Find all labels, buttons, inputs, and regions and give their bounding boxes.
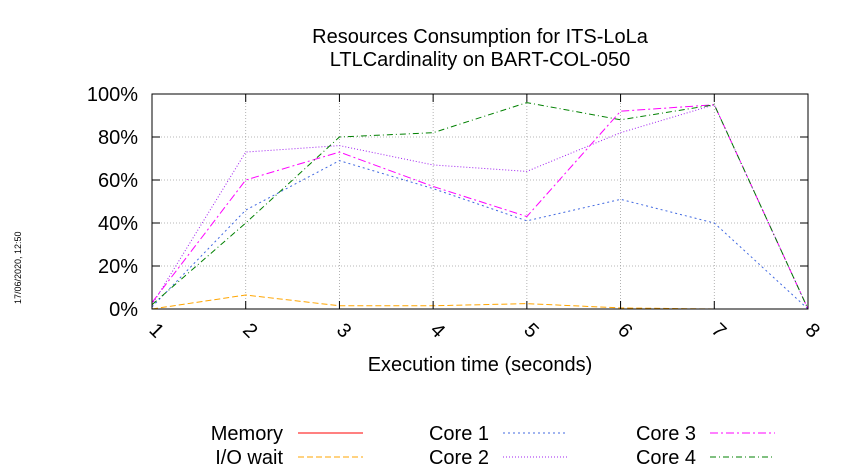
- legend-label: Core 1: [429, 423, 489, 445]
- x-tick-label: 2: [238, 319, 261, 342]
- y-tick-label: 0%: [109, 299, 138, 321]
- legend-label: Core 2: [429, 447, 489, 469]
- y-tick-label: 60%: [98, 170, 138, 192]
- series-line-i-o-wait: [151, 294, 808, 310]
- x-axis-label: Execution time (seconds): [368, 354, 593, 376]
- y-tick-label: 40%: [98, 213, 138, 235]
- legend-label: Core 4: [636, 447, 696, 469]
- y-tick-label: 20%: [98, 256, 138, 278]
- chart-subtitle: LTLCardinality on BART-COL-050: [330, 49, 631, 71]
- x-tick-label: 1: [145, 319, 168, 342]
- x-tick-label: 5: [519, 319, 542, 342]
- x-tick-label: 6: [613, 319, 636, 342]
- y-axis: 0% 20% 40% 60% 80% 100%: [87, 84, 808, 321]
- series-line-core-4: [151, 102, 809, 310]
- y-tick-label: 100%: [87, 84, 138, 106]
- x-axis: 1 2 3 4 5 6 7 8: [145, 94, 824, 342]
- legend-label: Memory: [211, 423, 283, 445]
- chart-title: Resources Consumption for ITS-LoLa: [312, 26, 649, 48]
- series-layer: [151, 102, 809, 310]
- x-tick-label: 3: [332, 319, 355, 342]
- y-tick-label: 80%: [98, 127, 138, 149]
- series-line-core-1: [151, 160, 809, 310]
- x-tick-label: 8: [801, 319, 824, 342]
- x-tick-label: 4: [426, 319, 449, 342]
- grid-lines: [152, 94, 808, 309]
- timestamp: 17/06/2020, 12:50: [13, 231, 23, 304]
- series-line-core-2: [151, 104, 809, 310]
- plot-frame: [151, 93, 809, 310]
- x-tick-label: 7: [707, 319, 730, 342]
- legend-label: I/O wait: [215, 447, 283, 469]
- series-line-core-3: [151, 104, 809, 310]
- legend-label: Core 3: [636, 423, 696, 445]
